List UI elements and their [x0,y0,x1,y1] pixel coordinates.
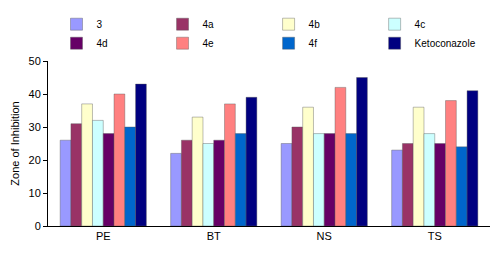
svg-text:4b: 4b [309,19,321,30]
svg-text:4c: 4c [415,19,426,30]
svg-text:40: 40 [29,88,41,100]
svg-text:0: 0 [35,220,41,232]
svg-text:Ketoconazole: Ketoconazole [415,38,476,49]
svg-text:3: 3 [97,19,103,30]
svg-text:4d: 4d [97,38,108,49]
svg-text:TS: TS [428,230,442,242]
svg-text:4e: 4e [203,38,215,49]
svg-text:30: 30 [29,121,41,133]
svg-text:4f: 4f [309,38,318,49]
svg-text:BT: BT [207,230,221,242]
svg-text:50: 50 [29,55,41,67]
svg-text:PE: PE [96,230,111,242]
svg-text:4a: 4a [203,19,215,30]
svg-text:10: 10 [29,187,41,199]
svg-text:20: 20 [29,154,41,166]
svg-text:NS: NS [317,230,332,242]
svg-text:Zone of Inhibition: Zone of Inhibition [9,101,21,185]
